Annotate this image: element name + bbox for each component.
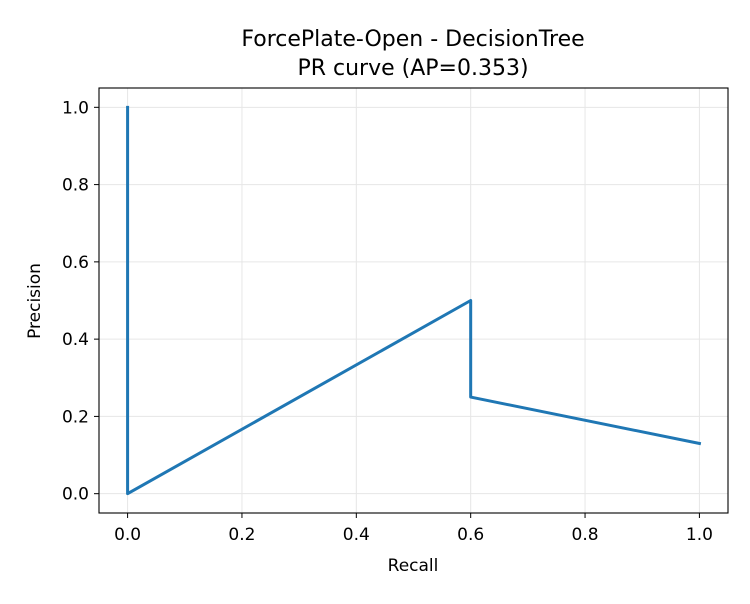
- x-tick-label: 1.0: [686, 525, 713, 545]
- y-tick-label: 1.0: [62, 98, 89, 118]
- x-tick-label: 0.2: [228, 525, 255, 545]
- y-tick-label: 0.8: [62, 176, 89, 196]
- y-tick-label: 0.6: [62, 253, 89, 273]
- plot-frame: [98, 87, 729, 514]
- y-tick-label: 0.0: [62, 485, 89, 505]
- x-tick-label: 0.0: [114, 525, 141, 545]
- x-axis-label: Recall: [388, 556, 439, 576]
- pr-curve-line: [126, 105, 702, 496]
- y-axis-label: Precision: [25, 263, 45, 339]
- x-axis-ticks: 0.0 0.2 0.4 0.6 0.8 1.0: [114, 513, 713, 545]
- y-tick-label: 0.2: [62, 407, 89, 427]
- grid-lines: [99, 88, 728, 513]
- x-tick-label: 0.6: [457, 525, 484, 545]
- y-axis-ticks: 0.0 0.2 0.4 0.6 0.8 1.0: [62, 98, 99, 505]
- y-tick-label: 0.4: [62, 330, 89, 350]
- chart-title: ForcePlate-Open - DecisionTree: [241, 27, 584, 52]
- series-layer: [126, 105, 702, 496]
- chart-subtitle: PR curve (AP=0.353): [297, 56, 528, 81]
- x-tick-label: 0.4: [343, 525, 370, 545]
- x-tick-label: 0.8: [572, 525, 599, 545]
